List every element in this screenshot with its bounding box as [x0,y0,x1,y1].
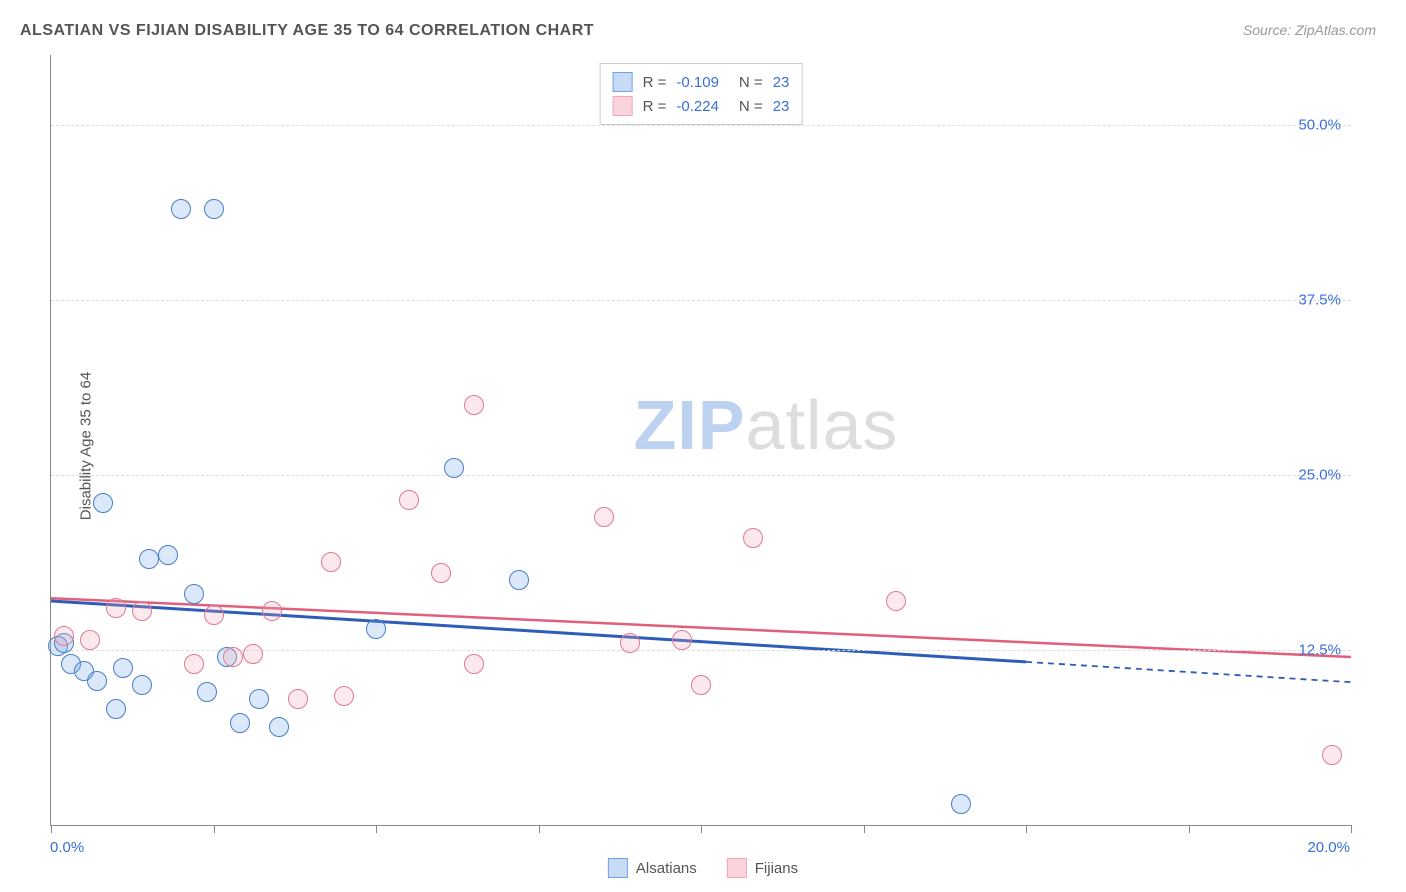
scatter-point [54,626,74,646]
stat-r-label: R = [643,74,667,91]
grid-line [51,475,1351,476]
scatter-point [243,644,263,664]
stat-n-value: 23 [773,98,790,115]
scatter-point [464,395,484,415]
scatter-point [509,570,529,590]
stat-n-label: N = [739,74,763,91]
x-tick [376,825,377,833]
scatter-point [334,686,354,706]
watermark: ZIPatlas [634,385,899,465]
scatter-point [204,199,224,219]
scatter-point [444,458,464,478]
x-tick [214,825,215,833]
scatter-point [184,654,204,674]
bottom-legend: Alsatians Fijians [608,858,798,878]
source-label: Source: ZipAtlas.com [1243,22,1376,38]
scatter-point [366,619,386,639]
scatter-point [594,507,614,527]
x-tick [1351,825,1352,833]
scatter-point [399,490,419,510]
scatter-point [184,584,204,604]
scatter-point [158,545,178,565]
scatter-point [262,601,282,621]
chart-title: ALSATIAN VS FIJIAN DISABILITY AGE 35 TO … [20,22,594,40]
scatter-point [249,689,269,709]
scatter-point [230,713,250,733]
stat-n-value: 23 [773,74,790,91]
scatter-point [269,717,289,737]
scatter-point [93,493,113,513]
scatter-point [1322,745,1342,765]
x-tick [539,825,540,833]
trend-lines [51,55,1351,825]
scatter-point [171,199,191,219]
grid-line [51,300,1351,301]
scatter-point [321,552,341,572]
scatter-point [113,658,133,678]
y-tick-label: 25.0% [1298,467,1341,484]
watermark-bold: ZIP [634,386,746,464]
stats-legend-row: R = -0.224 N = 23 [613,94,790,118]
legend-label: Alsatians [636,860,697,877]
stat-r-value: -0.224 [676,98,719,115]
scatter-point [620,633,640,653]
scatter-point [223,647,243,667]
x-tick [1026,825,1027,833]
watermark-rest: atlas [746,386,899,464]
scatter-point [87,671,107,691]
legend-swatch [613,96,633,116]
legend-swatch [608,858,628,878]
stat-r-label: R = [643,98,667,115]
x-tick [1189,825,1190,833]
stat-r-value: -0.109 [676,74,719,91]
scatter-point [672,630,692,650]
scatter-point [204,605,224,625]
scatter-point [951,794,971,814]
x-max-label: 20.0% [1307,839,1350,856]
x-min-label: 0.0% [50,839,84,856]
scatter-point [743,528,763,548]
legend-swatch [727,858,747,878]
scatter-point [431,563,451,583]
bottom-legend-item: Alsatians [608,858,697,878]
scatter-point [106,598,126,618]
y-tick-label: 50.0% [1298,117,1341,134]
stats-legend: R = -0.109 N = 23 R = -0.224 N = 23 [600,63,803,125]
legend-swatch [613,72,633,92]
scatter-point [691,675,711,695]
x-tick [51,825,52,833]
y-tick-label: 37.5% [1298,292,1341,309]
y-tick-label: 12.5% [1298,642,1341,659]
plot-area: ZIPatlas R = -0.109 N = 23 R = -0.224 N = 23 12… [50,55,1351,826]
scatter-point [132,601,152,621]
scatter-point [132,675,152,695]
stat-n-label: N = [739,98,763,115]
scatter-point [288,689,308,709]
grid-line [51,125,1351,126]
stats-legend-row: R = -0.109 N = 23 [613,70,790,94]
scatter-point [139,549,159,569]
x-tick [864,825,865,833]
legend-label: Fijians [755,860,798,877]
scatter-point [106,699,126,719]
scatter-point [197,682,217,702]
scatter-point [886,591,906,611]
scatter-point [80,630,100,650]
bottom-legend-item: Fijians [727,858,798,878]
scatter-point [464,654,484,674]
x-tick [701,825,702,833]
